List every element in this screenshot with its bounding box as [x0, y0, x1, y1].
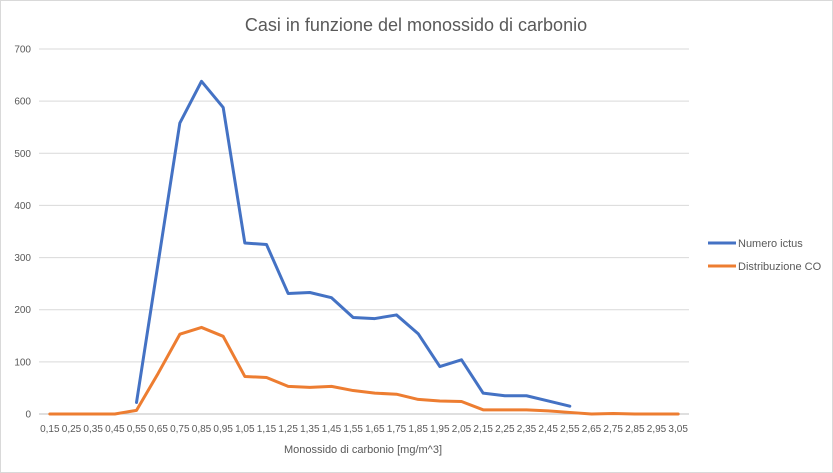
x-tick-label: 2,75 — [603, 424, 623, 435]
y-tick-label: 100 — [14, 357, 31, 368]
x-tick-label: 0,35 — [83, 424, 103, 435]
x-tick-label: 1,55 — [343, 424, 363, 435]
x-axis-ticks: 0,15 0,25 0,35 0,45 0,55 0,65 0,75 0,85 0,95 1,05… — [40, 424, 688, 435]
x-tick-label: 1,35 — [300, 424, 320, 435]
x-tick-label: 0,95 — [213, 424, 233, 435]
x-tick-label: 0,15 — [40, 424, 60, 435]
x-tick-label: 2,15 — [473, 424, 493, 435]
y-axis-ticks: 0 100 200 300 400 500 600 700 — [14, 45, 31, 421]
x-tick-label: 0,85 — [192, 424, 212, 435]
series-line-1 — [48, 325, 680, 416]
x-tick-label: 2,85 — [625, 424, 645, 435]
x-tick-label: 1,05 — [235, 424, 255, 435]
x-tick-label: 1,15 — [257, 424, 277, 435]
y-tick-label: 600 — [14, 97, 31, 108]
x-tick-label: 1,75 — [387, 424, 407, 435]
x-tick-label: 1,45 — [322, 424, 342, 435]
x-tick-label: 1,95 — [430, 424, 450, 435]
x-tick-label: 1,65 — [365, 424, 385, 435]
x-tick-label: 2,25 — [495, 424, 515, 435]
legend-label: Distribuzione CO — [738, 261, 822, 273]
x-tick-label: 2,05 — [452, 424, 472, 435]
x-tick-label: 1,85 — [408, 424, 428, 435]
x-tick-label: 2,65 — [582, 424, 602, 435]
x-tick-label: 0,45 — [105, 424, 125, 435]
x-tick-label: 0,25 — [62, 424, 82, 435]
x-tick-label: 0,65 — [148, 424, 168, 435]
y-tick-label: 700 — [14, 45, 31, 56]
y-tick-label: 0 — [25, 410, 31, 421]
y-tick-label: 400 — [14, 201, 31, 212]
x-tick-label: 2,45 — [538, 424, 558, 435]
y-tick-label: 500 — [14, 149, 31, 160]
x-tick-label: 1,25 — [278, 424, 298, 435]
x-tick-label: 2,55 — [560, 424, 580, 435]
x-axis-title: Monossido di carbonio [mg/m^3] — [284, 444, 442, 456]
x-tick-label: 2,95 — [647, 424, 667, 435]
legend-label: Numero ictus — [738, 238, 803, 250]
y-tick-label: 200 — [14, 305, 31, 316]
x-tick-label: 0,75 — [170, 424, 190, 435]
series-lines — [48, 79, 680, 416]
legend: Numero ictus Distribuzione CO — [708, 238, 822, 273]
x-tick-label: 2,35 — [517, 424, 537, 435]
series-line-0 — [135, 79, 572, 408]
gridlines — [39, 48, 689, 415]
x-tick-label: 0,55 — [127, 424, 147, 435]
x-tick-label: 3,05 — [668, 424, 688, 435]
chart-title: Casi in funzione del monossido di carbon… — [245, 15, 587, 35]
y-tick-label: 300 — [14, 253, 31, 264]
